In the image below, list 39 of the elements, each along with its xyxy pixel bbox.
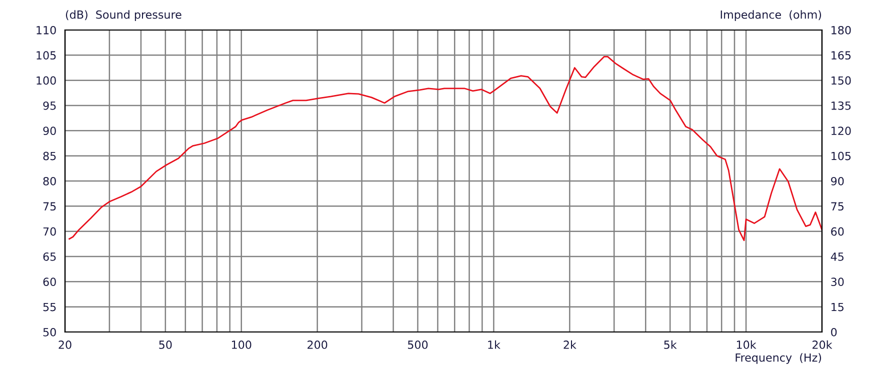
y2-tick-label: 180 [832,26,851,34]
y-tick-label: 60 [43,278,56,286]
x-tick-label: 2k [564,340,576,349]
y-tick-label: 70 [43,227,56,236]
y2-tick-label: 165 [832,51,851,60]
x-tick-label: 100 [232,340,252,349]
y2-tick-label: 120 [832,126,851,136]
y-tick-label: 80 [43,176,56,186]
y2-tick-label: 135 [832,101,851,110]
y-tick-label: 50 [43,328,56,336]
y-tick-label: 110 [36,26,56,34]
y-tick-label: 65 [43,252,56,261]
x-tick-label: 500 [408,340,428,349]
y-tick-label: 55 [43,302,56,312]
y-tick-label: 100 [36,76,56,85]
y2-tick-label: 150 [832,76,851,85]
y2-tick-label: 90 [831,176,844,186]
y-tick-label: 105 [36,51,56,60]
y2-tick-label: 75 [831,202,844,211]
x-tick-label: 10k [736,340,756,349]
y2-tick-label: 15 [832,302,844,312]
y2-tick-label: 105 [832,152,851,160]
y2-tick-label: 45 [830,252,844,261]
y-tick-label: 90 [43,126,56,136]
x-tick-label: 20 [58,340,72,349]
y-tick-label: 95 [43,101,56,110]
y2-tick-label: 0 [831,328,837,336]
y2-axis-title: Impedance (ohm) [720,10,822,21]
y2-tick-label: 60 [831,227,844,236]
y-tick-label: 85 [43,152,56,160]
x-tick-label: 1k [488,340,500,349]
y-axis-title: (dB) Sound pressure [66,10,182,21]
x-axis-title: Frequency (Hz) [736,353,822,364]
y2-tick-label: 30 [831,278,844,286]
x-tick-label: 200 [308,340,328,349]
y-tick-label: 75 [43,202,56,211]
x-tick-label: 5k [664,340,677,349]
x-tick-label: 20k [812,340,832,349]
x-tick-label: 50 [159,340,172,349]
